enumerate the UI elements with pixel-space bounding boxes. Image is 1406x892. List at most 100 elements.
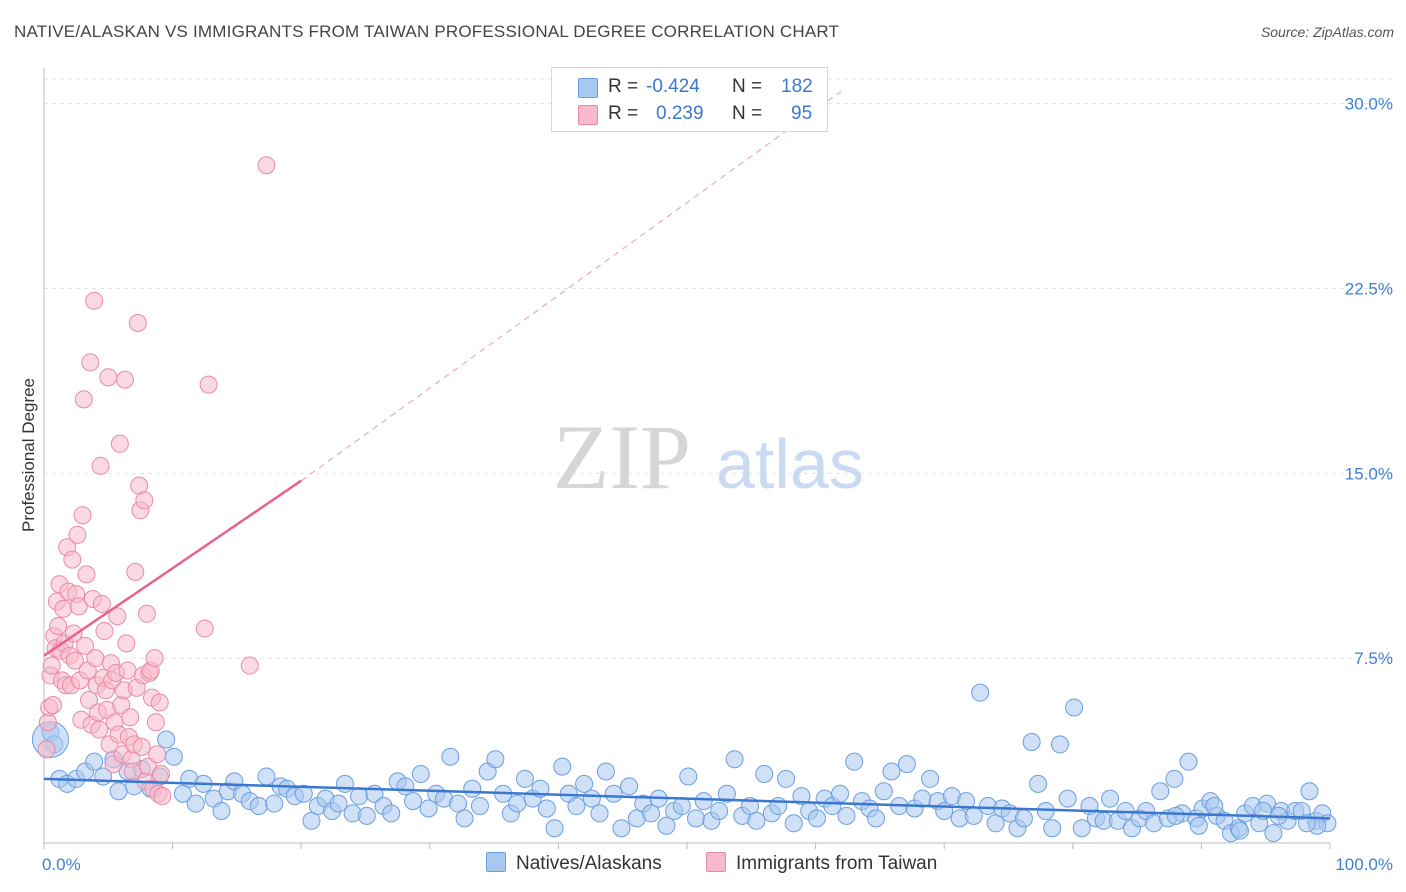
taiwan-point	[77, 565, 96, 584]
chart-title: NATIVE/ALASKAN VS IMMIGRANTS FROM TAIWAN…	[14, 22, 840, 41]
taiwan-point	[99, 368, 118, 387]
tick-labels: 7.5% 15.0% 22.5% 30.0% 0.0% 100.0%	[42, 95, 1393, 874]
natives-point	[935, 801, 954, 820]
taiwan-point	[76, 636, 95, 655]
taiwan-point	[116, 370, 135, 389]
r-value-taiwan: 0.239	[656, 103, 704, 124]
taiwan-point	[148, 745, 167, 764]
natives-point	[845, 752, 864, 771]
natives-point	[567, 797, 586, 816]
natives-point	[604, 784, 623, 803]
taiwan-point	[195, 619, 214, 638]
taiwan-point	[128, 313, 147, 332]
natives-point	[1264, 824, 1283, 843]
taiwan-point	[257, 156, 276, 175]
taiwan-point	[37, 740, 56, 759]
natives-point	[335, 774, 354, 793]
y-tick-label: 15.0%	[1345, 464, 1393, 483]
taiwan-point	[137, 604, 156, 623]
natives-point	[109, 782, 128, 801]
natives-point	[265, 794, 284, 813]
natives-point	[186, 794, 205, 813]
natives-point	[1189, 816, 1208, 835]
natives-point	[419, 799, 438, 818]
natives-trend-line	[43, 777, 1331, 820]
natives-point	[641, 804, 660, 823]
n-label: N =	[732, 76, 763, 97]
taiwan-point	[73, 506, 92, 525]
natives-point	[1050, 735, 1069, 754]
source-credit: Source: ZipAtlas.com	[1260, 24, 1394, 40]
natives-point	[294, 784, 313, 803]
taiwan-point	[81, 353, 100, 372]
natives-point	[157, 730, 176, 749]
natives-point	[582, 789, 601, 808]
taiwan-point	[240, 656, 259, 675]
natives-point	[957, 792, 976, 811]
natives-point	[1022, 732, 1041, 751]
taiwan-point	[121, 708, 140, 727]
natives-legend-swatch	[486, 852, 506, 872]
taiwan-trend-extension	[300, 90, 842, 482]
taiwan-point	[49, 617, 68, 636]
natives-point	[1151, 782, 1170, 801]
taiwan-legend-swatch	[706, 852, 726, 872]
natives-point	[257, 767, 276, 786]
taiwan-swatch	[578, 105, 598, 125]
n-value-natives: 182	[781, 76, 813, 97]
natives-point	[672, 797, 691, 816]
natives-point	[1205, 797, 1224, 816]
legend-item-taiwan: Immigrants from Taiwan	[706, 852, 937, 875]
r-value-natives: -0.424	[646, 76, 700, 97]
natives-point	[897, 755, 916, 774]
natives-point	[971, 683, 990, 702]
natives-point	[874, 782, 893, 801]
natives-point	[85, 752, 104, 771]
natives-point	[553, 757, 572, 776]
natives-point	[515, 769, 534, 788]
x-tick-label-max: 100.0%	[1335, 855, 1393, 874]
y-tick-label: 7.5%	[1354, 649, 1393, 668]
natives-point	[486, 750, 505, 769]
taiwan-point	[199, 375, 218, 394]
taiwan-point	[145, 649, 164, 668]
taiwan-point	[80, 691, 99, 710]
natives-point	[964, 806, 983, 825]
taiwan-point	[85, 291, 104, 310]
taiwan-point	[68, 525, 87, 544]
taiwan-point	[69, 597, 88, 616]
taiwan-point	[65, 651, 84, 670]
correlation-legend: R = -0.424 N = 182 R = 0.239 N = 95	[551, 67, 828, 132]
natives-point	[545, 819, 564, 838]
natives-point	[777, 769, 796, 788]
natives-point	[1058, 789, 1077, 808]
natives-point	[620, 777, 639, 796]
natives-point	[1297, 814, 1316, 833]
natives-point	[441, 747, 460, 766]
taiwan-point	[152, 764, 171, 783]
natives-point	[612, 819, 631, 838]
y-axis-label: Professional Degree	[19, 378, 38, 532]
natives-swatch	[578, 78, 598, 98]
taiwan-points	[37, 156, 276, 806]
taiwan-point	[126, 562, 145, 581]
natives-point	[882, 762, 901, 781]
natives-point	[212, 801, 231, 820]
taiwan-legend-label: Immigrants from Taiwan	[736, 853, 938, 874]
natives-point	[831, 784, 850, 803]
taiwan-point	[117, 634, 136, 653]
x-tick-label-min: 0.0%	[42, 855, 81, 874]
natives-point	[470, 797, 489, 816]
taiwan-point	[92, 594, 111, 613]
natives-point	[596, 762, 615, 781]
watermark: ZIP atlas	[553, 406, 864, 508]
natives-point	[807, 809, 826, 828]
natives-point	[404, 792, 423, 811]
taiwan-point	[135, 491, 154, 510]
natives-point	[357, 806, 376, 825]
taiwan-point	[54, 599, 73, 618]
taiwan-point	[90, 720, 109, 739]
natives-point	[725, 750, 744, 769]
natives-point	[350, 787, 369, 806]
